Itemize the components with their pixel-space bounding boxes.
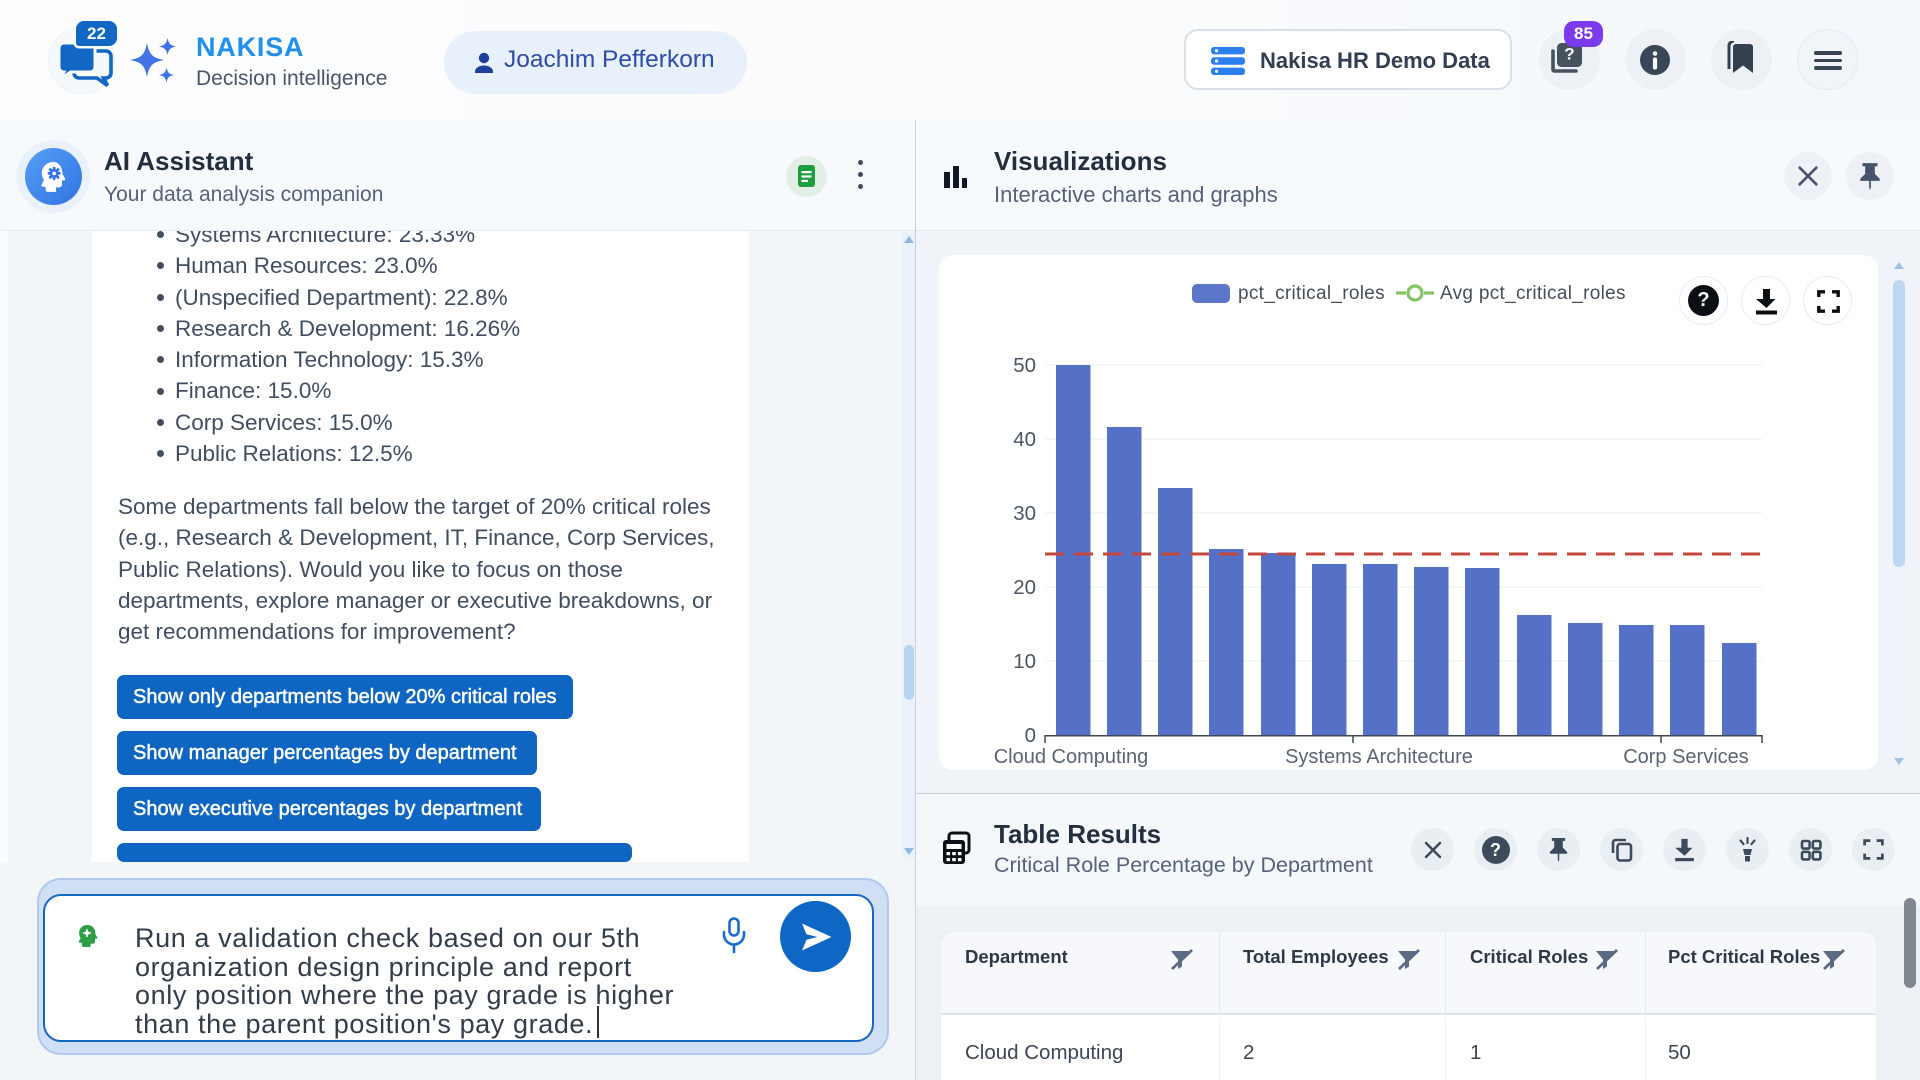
svg-text:30: 30 <box>1013 502 1036 525</box>
svg-text:50: 50 <box>1013 354 1036 377</box>
svg-text:0: 0 <box>1025 724 1036 747</box>
svg-text:10: 10 <box>1013 650 1036 673</box>
svg-text:Cloud Computing: Cloud Computing <box>994 746 1149 768</box>
svg-text:20: 20 <box>1013 576 1036 599</box>
svg-text:?: ? <box>1564 45 1574 64</box>
svg-text:Systems Architecture: Systems Architecture <box>1285 746 1473 768</box>
svg-text:Corp Services: Corp Services <box>1623 746 1749 768</box>
svg-text:40: 40 <box>1013 428 1036 451</box>
